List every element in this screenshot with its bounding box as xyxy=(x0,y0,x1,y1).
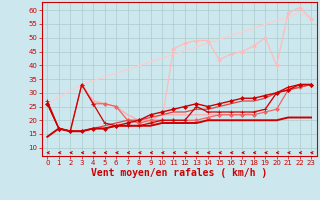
X-axis label: Vent moyen/en rafales ( km/h ): Vent moyen/en rafales ( km/h ) xyxy=(91,168,267,178)
